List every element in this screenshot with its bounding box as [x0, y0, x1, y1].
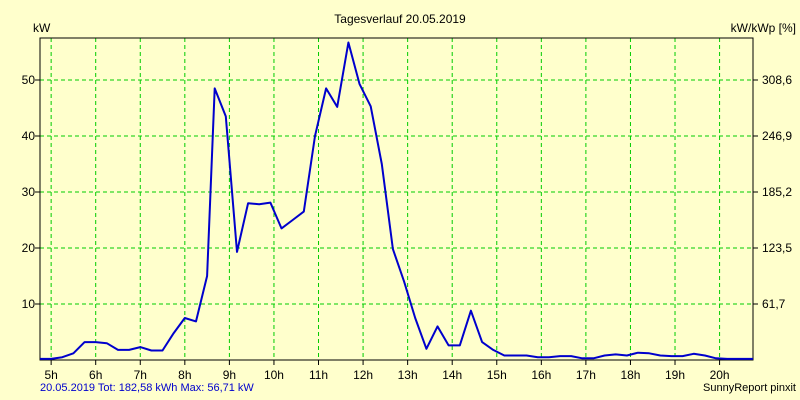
x-tick-label: 20h [710, 368, 730, 382]
x-tick-label: 7h [134, 368, 147, 382]
x-tick-label: 13h [398, 368, 418, 382]
x-tick-label: 14h [442, 368, 462, 382]
power-series-line [40, 41, 753, 360]
plot-frame [39, 37, 754, 361]
y-tick-label-left: 20 [22, 241, 36, 255]
x-tick-label: 11h [309, 368, 328, 382]
grid [40, 38, 753, 360]
right-axis-unit: kW/kWp [%] [731, 21, 796, 35]
y-tick-label-right: 308,6 [762, 73, 792, 87]
y-tick-label-left: 40 [22, 129, 36, 143]
x-tick-label: 12h [353, 368, 373, 382]
x-tick-label: 6h [89, 368, 102, 382]
x-tick-label: 9h [223, 368, 236, 382]
axis-ticks: 5h 6h 7h 8h 9h 10h 11h 12h 13h 14h 15h 16h 17h 18h 19h… [22, 73, 793, 382]
y-tick-label-right: 123,5 [762, 241, 792, 255]
y-tick-label-right: 185,2 [762, 185, 792, 199]
x-tick-label: 10h [264, 368, 284, 382]
y-tick-label-left: 30 [22, 185, 36, 199]
y-tick-label-left: 10 [22, 297, 36, 311]
x-tick-label: 17h [576, 368, 596, 382]
left-axis-unit: kW [33, 21, 51, 35]
y-tick-label-right: 61,7 [762, 297, 786, 311]
x-tick-label: 18h [620, 368, 640, 382]
series-group [40, 41, 753, 360]
x-tick-label: 5h [44, 368, 57, 382]
y-tick-label-right: 246,9 [762, 129, 792, 143]
footer-summary: 20.05.2019 Tot: 182,58 kWh Max: 56,71 kW [40, 382, 254, 394]
chart-title: Tagesverlauf 20.05.2019 [334, 12, 466, 26]
x-tick-label: 16h [531, 368, 551, 382]
x-tick-label: 8h [178, 368, 191, 382]
x-tick-label: 19h [665, 368, 685, 382]
footer-credit: SunnyReport pinxit [703, 382, 796, 394]
y-tick-label-left: 50 [22, 73, 36, 87]
x-tick-label: 15h [487, 368, 507, 382]
